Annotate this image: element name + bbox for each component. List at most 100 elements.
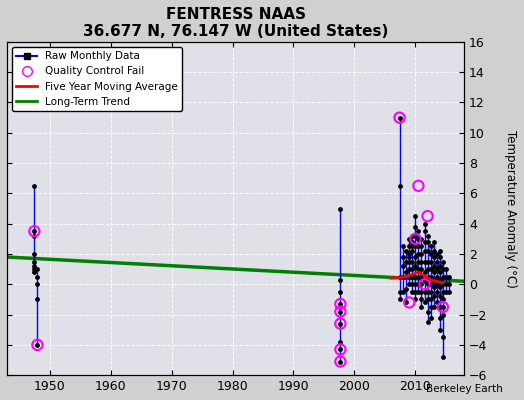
- Point: [430, 293, 438, 300]
- Point: [30, 251, 39, 257]
- Point: [435, 314, 444, 321]
- Point: [411, 213, 420, 219]
- Point: [414, 183, 423, 189]
- Point: [399, 243, 407, 250]
- Point: [414, 251, 423, 257]
- Point: [408, 243, 417, 250]
- Point: [432, 266, 441, 272]
- Point: [336, 308, 345, 315]
- Point: [395, 114, 403, 121]
- Point: [445, 289, 453, 295]
- Point: [336, 301, 345, 307]
- Point: [423, 258, 432, 265]
- Point: [432, 258, 441, 265]
- Point: [445, 274, 453, 280]
- Point: [423, 289, 432, 295]
- Point: [402, 258, 410, 265]
- Point: [439, 266, 447, 272]
- Point: [399, 254, 407, 260]
- Point: [417, 243, 425, 250]
- Point: [414, 289, 423, 295]
- Point: [439, 258, 447, 265]
- Point: [395, 114, 403, 121]
- Point: [420, 281, 429, 288]
- Point: [411, 236, 420, 242]
- Point: [395, 274, 403, 280]
- Point: [442, 274, 450, 280]
- Point: [30, 228, 39, 234]
- Point: [427, 314, 435, 321]
- Point: [430, 269, 438, 275]
- Point: [405, 236, 413, 242]
- Point: [405, 258, 413, 265]
- Point: [414, 281, 423, 288]
- Point: [439, 334, 447, 340]
- Point: [430, 239, 438, 245]
- Point: [411, 263, 420, 269]
- Point: [414, 228, 423, 234]
- Point: [423, 239, 432, 245]
- Point: [430, 248, 438, 254]
- Point: [336, 358, 345, 365]
- Point: [439, 304, 447, 310]
- Point: [414, 266, 423, 272]
- Text: Berkeley Earth: Berkeley Earth: [427, 384, 503, 394]
- Point: [395, 296, 403, 303]
- Point: [427, 289, 435, 295]
- Point: [420, 239, 429, 245]
- Point: [432, 281, 441, 288]
- Point: [423, 233, 432, 239]
- Point: [336, 289, 345, 295]
- Point: [417, 289, 425, 295]
- Point: [402, 299, 410, 306]
- Point: [423, 281, 432, 288]
- Point: [420, 228, 429, 234]
- Point: [402, 269, 410, 275]
- Point: [399, 289, 407, 295]
- Point: [423, 308, 432, 315]
- Point: [417, 296, 425, 303]
- Point: [411, 254, 420, 260]
- Point: [408, 233, 417, 239]
- Point: [432, 251, 441, 257]
- Point: [432, 299, 441, 306]
- Point: [399, 274, 407, 280]
- Point: [414, 258, 423, 265]
- Point: [435, 284, 444, 290]
- Point: [430, 284, 438, 290]
- Point: [430, 276, 438, 283]
- Point: [417, 274, 425, 280]
- Point: [427, 274, 435, 280]
- Point: [435, 254, 444, 260]
- Point: [405, 281, 413, 288]
- Point: [435, 276, 444, 283]
- Point: [432, 289, 441, 295]
- Point: [408, 266, 417, 272]
- Point: [336, 346, 345, 353]
- Point: [442, 289, 450, 295]
- Point: [408, 258, 417, 265]
- Point: [336, 308, 345, 315]
- Point: [405, 274, 413, 280]
- Point: [430, 254, 438, 260]
- Point: [408, 289, 417, 295]
- Point: [30, 233, 39, 239]
- Point: [33, 266, 41, 272]
- Point: [30, 228, 39, 234]
- Point: [336, 276, 345, 283]
- Point: [435, 293, 444, 300]
- Point: [423, 213, 432, 219]
- Y-axis label: Temperature Anomaly (°C): Temperature Anomaly (°C): [504, 130, 517, 288]
- Point: [417, 258, 425, 265]
- Point: [417, 304, 425, 310]
- Point: [417, 281, 425, 288]
- Point: [420, 220, 429, 227]
- Point: [33, 296, 41, 303]
- Point: [30, 266, 39, 272]
- Point: [420, 248, 429, 254]
- Point: [439, 311, 447, 318]
- Point: [423, 319, 432, 325]
- Point: [423, 248, 432, 254]
- Point: [432, 274, 441, 280]
- Point: [414, 274, 423, 280]
